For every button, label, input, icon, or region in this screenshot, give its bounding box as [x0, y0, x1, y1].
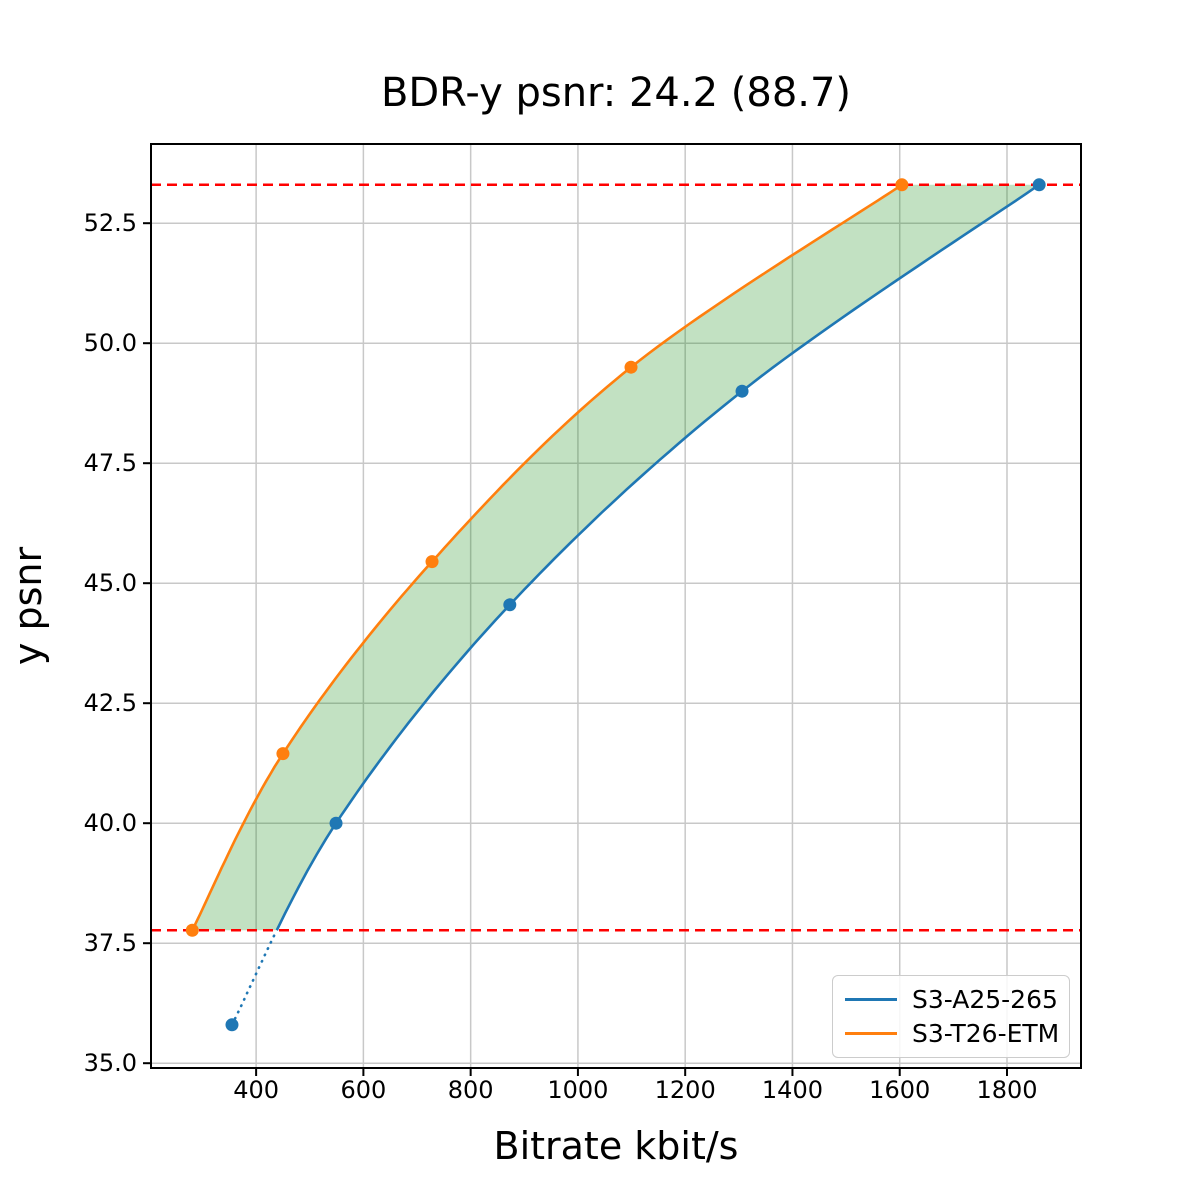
legend-line-swatch-orange [845, 1032, 897, 1035]
chart-title: BDR-y psnr: 24.2 (88.7) [380, 70, 852, 116]
svg-text:1000: 1000 [547, 1076, 608, 1104]
legend-item-s3-a25-265: S3-A25-265 [845, 985, 1058, 1014]
svg-text:800: 800 [448, 1076, 494, 1104]
legend: S3-A25-265 S3-T26-ETM [832, 975, 1070, 1058]
svg-text:1600: 1600 [869, 1076, 930, 1104]
y-axis-label: y psnr [6, 546, 50, 666]
svg-text:400: 400 [233, 1076, 279, 1104]
svg-text:42.5: 42.5 [84, 689, 137, 717]
svg-text:35.0: 35.0 [84, 1049, 137, 1077]
x-axis-label: Bitrate kbit/s [493, 1124, 739, 1168]
svg-text:52.5: 52.5 [84, 209, 137, 237]
svg-text:1400: 1400 [762, 1076, 823, 1104]
svg-text:1200: 1200 [655, 1076, 716, 1104]
svg-text:50.0: 50.0 [84, 329, 137, 357]
svg-text:40.0: 40.0 [84, 809, 137, 837]
legend-label: S3-T26-ETM [912, 1019, 1060, 1048]
svg-text:47.5: 47.5 [84, 449, 137, 477]
legend-line-swatch-blue [845, 998, 897, 1001]
legend-item-s3-t26-etm: S3-T26-ETM [845, 1019, 1060, 1048]
svg-text:600: 600 [340, 1076, 386, 1104]
svg-text:37.5: 37.5 [84, 929, 137, 957]
svg-text:45.0: 45.0 [84, 569, 137, 597]
svg-text:1800: 1800 [976, 1076, 1037, 1104]
legend-label: S3-A25-265 [912, 985, 1058, 1014]
